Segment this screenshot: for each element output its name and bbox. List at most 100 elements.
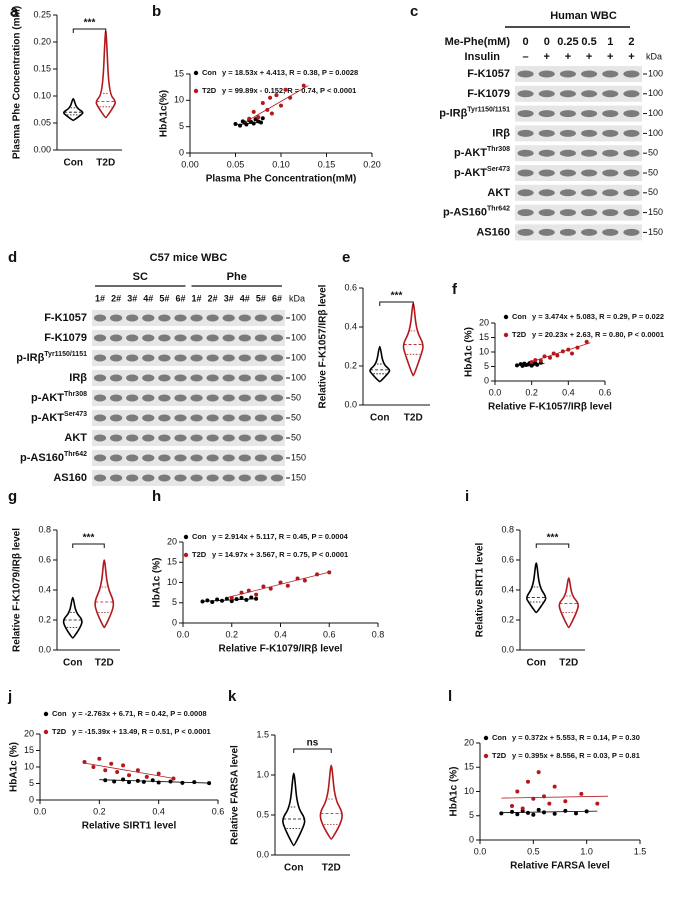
- x-tick-label: 0.4: [562, 387, 575, 397]
- blot-strip: [515, 145, 642, 162]
- x-tick-label: 0.5: [527, 846, 540, 856]
- band: [254, 414, 267, 422]
- legend-equation: y = -2.763x + 6.71, R = 0.42, P = 0.0008: [72, 709, 207, 718]
- row-name: AS160: [53, 472, 87, 484]
- point: [526, 810, 530, 815]
- band: [142, 334, 155, 342]
- x-tick-label: T2D: [95, 658, 114, 669]
- kda-value: 100: [291, 332, 306, 342]
- point: [144, 774, 149, 779]
- band: [581, 228, 598, 236]
- legend-equation: y = 3.474x + 5.083, R = 0.29, P = 0.022: [532, 312, 664, 321]
- point: [103, 768, 108, 773]
- band: [174, 394, 187, 402]
- x-tick-label: T2D: [96, 158, 115, 169]
- legend-marker: [43, 711, 49, 717]
- legend-name: Con: [492, 733, 507, 742]
- band: [110, 414, 123, 422]
- dose: 0: [523, 36, 529, 48]
- x-tick-label: 0.0: [489, 387, 502, 397]
- y-tick-label: 0.05: [33, 117, 51, 127]
- band: [222, 314, 235, 322]
- y-tick-label: 15: [464, 762, 474, 772]
- point: [253, 117, 258, 122]
- band: [623, 149, 640, 157]
- row-name: p-IRβ: [439, 108, 467, 120]
- y-tick-label: 0: [179, 147, 184, 157]
- legend-marker: [183, 534, 189, 540]
- point: [156, 771, 161, 776]
- dose: 1: [607, 36, 613, 48]
- band: [93, 454, 107, 462]
- row-sup: Thr308: [487, 146, 510, 153]
- row-label: AS160: [53, 472, 87, 484]
- legend-name: T2D: [492, 751, 507, 760]
- insulin-sign: +: [586, 51, 592, 63]
- significance: ***: [547, 533, 559, 544]
- band: [158, 474, 171, 482]
- lane-label: 3#: [224, 293, 234, 303]
- significance-bracket: [72, 543, 105, 548]
- band: [581, 189, 598, 197]
- band: [110, 474, 123, 482]
- band: [270, 354, 284, 362]
- row-label: F-K1079: [467, 88, 510, 100]
- band: [270, 374, 284, 382]
- band: [602, 209, 619, 217]
- x-axis-title: Relative F-K1079/IRβ level: [219, 644, 343, 655]
- point: [115, 769, 120, 774]
- band: [623, 228, 640, 236]
- x-tick-label: T2D: [322, 863, 341, 874]
- y-axis-title: Relative FARSA level: [230, 745, 241, 845]
- band: [206, 314, 219, 322]
- y-tick-label: 10: [464, 786, 474, 796]
- violin: [319, 764, 343, 840]
- x-tick-label: 1.0: [580, 846, 593, 856]
- panel-label: e: [342, 249, 350, 266]
- kda-value: 50: [291, 392, 301, 402]
- kda-value: 150: [648, 227, 663, 237]
- y-tick-label: 0.6: [344, 282, 357, 292]
- lane-label: 5#: [256, 293, 266, 303]
- band: [517, 90, 534, 98]
- band: [93, 374, 107, 382]
- y-tick-label: 0.5: [256, 809, 269, 819]
- row-name: AKT: [64, 432, 87, 444]
- x-tick-label: 0.6: [212, 806, 225, 816]
- band: [538, 149, 555, 157]
- band: [538, 209, 555, 217]
- band: [206, 434, 219, 442]
- significance-bracket: [293, 748, 332, 753]
- fit-line: [501, 810, 598, 814]
- band: [602, 110, 619, 118]
- x-tick-label: 0.15: [318, 159, 336, 169]
- band: [254, 334, 267, 342]
- lane-label: 1#: [192, 293, 202, 303]
- point: [205, 598, 210, 603]
- point: [261, 584, 266, 589]
- row-label: p-AS160Thr642: [443, 205, 510, 218]
- band: [517, 149, 534, 157]
- insulin-sign: +: [628, 51, 634, 63]
- kda-value: 100: [648, 68, 663, 78]
- legend-equation: y = 20.23x + 2.63, R = 0.80, P < 0.0001: [532, 330, 664, 339]
- kda-value: 150: [291, 472, 306, 482]
- x-tick-label: 0.05: [227, 159, 245, 169]
- point: [285, 583, 290, 588]
- band: [126, 314, 139, 322]
- point: [536, 807, 541, 812]
- point: [570, 351, 574, 356]
- panel-label: g: [8, 488, 17, 505]
- point: [234, 597, 239, 602]
- y-tick-label: 20: [167, 536, 177, 546]
- band: [623, 129, 640, 137]
- band: [126, 334, 139, 342]
- band: [238, 354, 251, 362]
- legend-equation: y = 2.914x + 5.117, R = 0.45, P = 0.0004: [212, 532, 349, 541]
- y-tick-label: 0.4: [501, 584, 514, 594]
- legend-equation: y = 99.89x - 0.152, R = 0.74, P < 0.0001: [222, 86, 356, 95]
- band: [206, 454, 219, 462]
- fit-line: [84, 762, 174, 779]
- y-tick-label: 1.5: [256, 729, 269, 739]
- x-tick-label: Con: [64, 158, 83, 169]
